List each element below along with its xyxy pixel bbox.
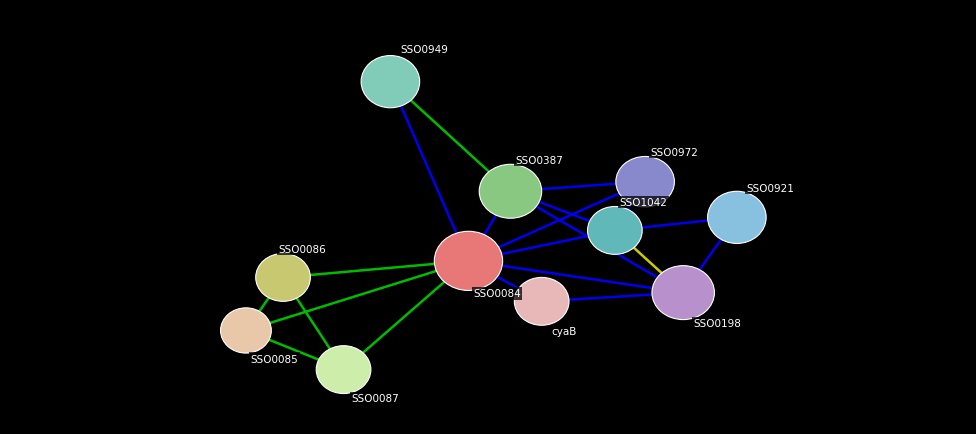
Text: SSO1042: SSO1042: [620, 198, 668, 207]
Ellipse shape: [361, 56, 420, 108]
Text: SSO0085: SSO0085: [251, 354, 299, 364]
Text: SSO0084: SSO0084: [473, 289, 521, 299]
Text: cyaB: cyaB: [551, 326, 577, 336]
Text: SSO0087: SSO0087: [351, 393, 399, 403]
Ellipse shape: [221, 308, 271, 353]
Ellipse shape: [479, 165, 542, 219]
Ellipse shape: [514, 278, 569, 326]
Text: SSO0949: SSO0949: [400, 45, 448, 55]
Text: SSO0086: SSO0086: [278, 245, 326, 254]
Ellipse shape: [588, 207, 642, 255]
Text: SSO0921: SSO0921: [747, 184, 794, 193]
Text: SSO0972: SSO0972: [650, 148, 698, 158]
Ellipse shape: [652, 266, 714, 320]
Text: SSO0198: SSO0198: [693, 319, 741, 328]
Ellipse shape: [256, 254, 310, 302]
Ellipse shape: [434, 232, 503, 291]
Ellipse shape: [708, 192, 766, 244]
Text: SSO0387: SSO0387: [515, 156, 563, 165]
Ellipse shape: [616, 157, 674, 207]
Ellipse shape: [316, 346, 371, 394]
